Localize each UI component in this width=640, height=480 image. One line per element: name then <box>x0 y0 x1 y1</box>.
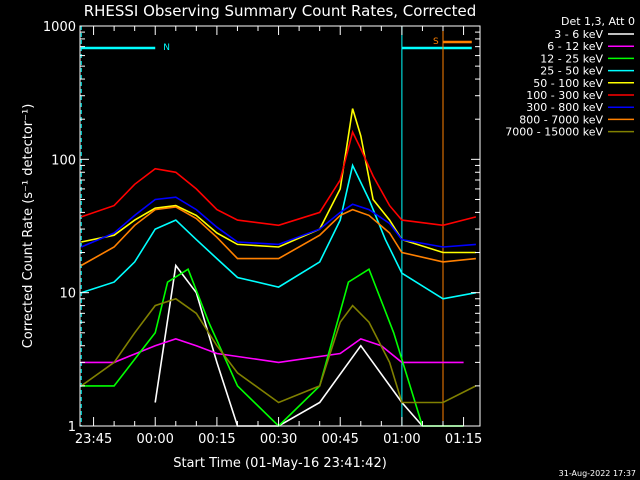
series-line <box>80 129 477 227</box>
mode-annotation <box>401 26 472 426</box>
legend-label: 300 - 800 keV <box>526 101 603 114</box>
mode-annotation: N <box>80 26 170 426</box>
plot-area: NS <box>80 26 477 428</box>
y-axis-label: Corrected Count Rate (s⁻¹ detector⁻¹) <box>21 104 36 349</box>
legend-item: 50 - 100 keV <box>533 77 634 90</box>
legend-label: 25 - 50 keV <box>540 65 603 78</box>
y-tick-label: 10 <box>59 287 76 302</box>
x-tick-label: 00:45 <box>321 432 358 447</box>
x-axis-label: Start Time (01-May-16 23:41:42) <box>173 456 387 471</box>
legend-label: 6 - 12 keV <box>547 40 603 53</box>
legend-item: 6 - 12 keV <box>547 40 634 53</box>
series-line <box>80 196 476 248</box>
timestamp: 31-Aug-2022 17:37 <box>559 469 636 478</box>
series-line <box>81 108 476 254</box>
plot-frame <box>79 25 481 427</box>
legend-item: 12 - 25 keV <box>540 52 634 65</box>
series-line <box>80 162 477 300</box>
series-line <box>80 297 477 404</box>
y-tick-label: 1000 <box>43 20 76 35</box>
y-tick-label: 1 <box>68 420 76 435</box>
legend-label: 50 - 100 keV <box>533 77 603 90</box>
series-line <box>81 268 464 428</box>
legend-item: 25 - 50 keV <box>540 65 634 78</box>
series-line <box>81 338 464 364</box>
x-tick-label: 00:00 <box>136 432 173 447</box>
y-tick-label: 100 <box>51 153 76 168</box>
legend-label: 3 - 6 keV <box>554 28 603 41</box>
x-tick-label: 23:45 <box>75 432 112 447</box>
axes: 1 10 100 1000 23:45 00:00 00:15 00:30 00:45 01:00… <box>43 20 482 447</box>
mode-annotation: S <box>433 26 472 426</box>
x-tick-label: 01:00 <box>383 432 420 447</box>
x-tick-label: 00:30 <box>260 432 297 447</box>
mode-label: S <box>433 37 439 47</box>
legend-item: 800 - 7000 keV <box>519 113 634 126</box>
legend-item: 300 - 800 keV <box>526 101 634 114</box>
legend-label: 12 - 25 keV <box>540 52 603 65</box>
x-tick-label: 01:15 <box>445 432 482 447</box>
legend-title: Det 1,3, Att 0 <box>561 15 635 28</box>
legend-label: 7000 - 15000 keV <box>505 126 603 139</box>
legend-item: 3 - 6 keV <box>554 28 634 41</box>
legend-label: 100 - 300 keV <box>526 89 603 102</box>
mode-label: N <box>163 43 170 53</box>
series-line <box>80 206 476 267</box>
legend-item: 100 - 300 keV <box>526 89 634 102</box>
legend-label: 800 - 7000 keV <box>519 113 603 126</box>
chart-title: RHESSI Observing Summary Count Rates, Co… <box>84 2 477 20</box>
x-tick-label: 00:15 <box>198 432 235 447</box>
legend-item: 7000 - 15000 keV <box>505 126 634 139</box>
